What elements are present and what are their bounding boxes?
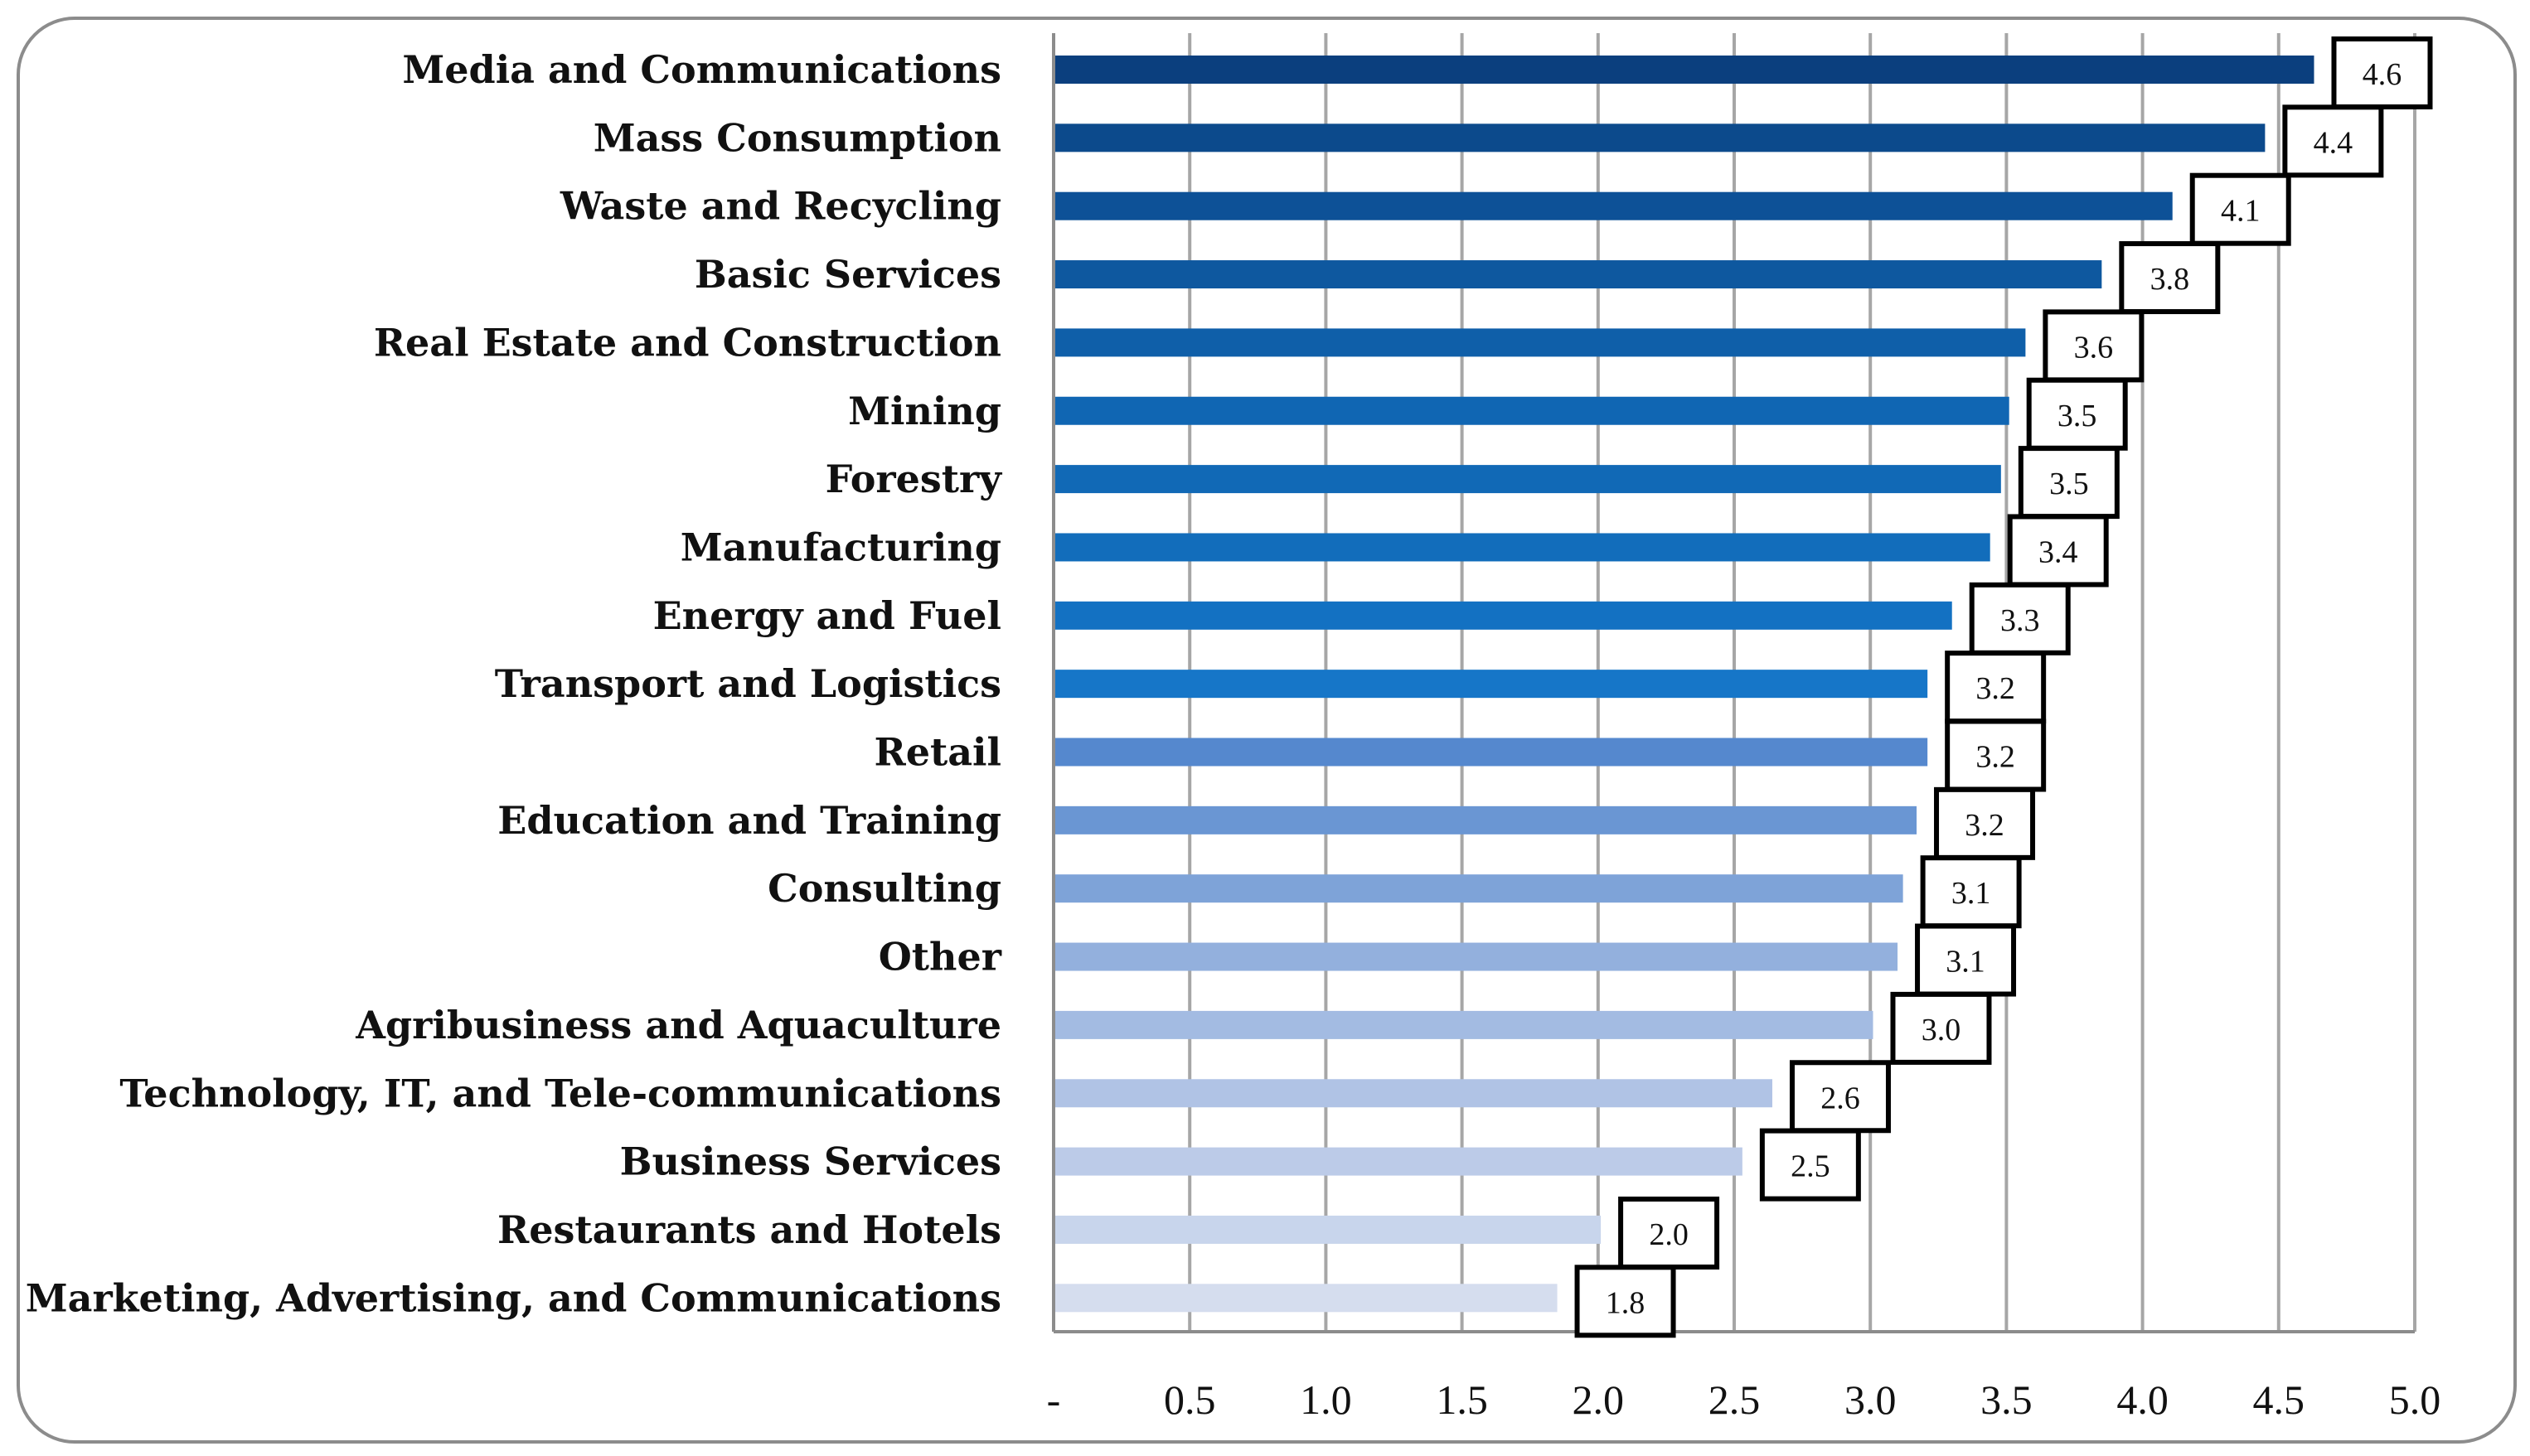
value-label: 3.1 (1951, 876, 1991, 911)
bar (1054, 805, 1917, 834)
value-label: 2.0 (1649, 1217, 1689, 1252)
value-box (2007, 514, 2109, 588)
bar (1054, 56, 2314, 84)
bar (1054, 1010, 1873, 1039)
category-label: Real Estate and Construction (374, 320, 1001, 365)
x-tick-label: 4.5 (2253, 1376, 2305, 1423)
category-label: Mass Consumption (594, 115, 1001, 160)
value-box (1574, 1265, 1676, 1338)
value-label: 3.3 (2000, 603, 2040, 638)
category-label: Mining (848, 389, 1001, 433)
category-label: Retail (875, 730, 1002, 775)
value-box (1759, 1128, 1861, 1202)
value-label: 1.8 (1606, 1285, 1645, 1320)
bar (1054, 1284, 1558, 1313)
value-box (1969, 582, 2071, 655)
category-label: Education and Training (497, 798, 1001, 843)
category-label: Transport and Logistics (495, 661, 1001, 706)
value-label: 3.5 (2057, 399, 2097, 433)
bar (1054, 533, 1990, 562)
value-label: 3.2 (1975, 671, 2015, 706)
value-label: 4.6 (2363, 57, 2402, 92)
category-label: Forestry (826, 457, 1003, 501)
value-label: 4.4 (2314, 125, 2353, 160)
category-label: Basic Services (695, 252, 1001, 297)
category-label: Energy and Fuel (653, 593, 1001, 638)
value-label: 3.1 (1946, 945, 1985, 980)
bars (1054, 56, 2314, 1313)
value-box (1920, 855, 2022, 929)
value-labels: 4.6 4.4 4.1 3.8 3.6 3.5 3.5 3.4 3.3 3.2 3.2 3.2 3.1 3… (1574, 36, 2433, 1338)
value-label: 3.8 (2150, 262, 2190, 297)
value-box (2282, 104, 2384, 178)
value-label: 2.6 (1820, 1081, 1860, 1115)
bar (1054, 396, 2009, 425)
value-label: 3.2 (1965, 808, 2004, 843)
x-tick-label: 3.5 (1980, 1376, 2033, 1423)
bar (1054, 191, 2173, 220)
bar (1054, 1215, 1602, 1244)
value-label: 3.2 (1975, 740, 2015, 775)
value-box (2331, 36, 2433, 109)
value-box (2018, 446, 2120, 520)
category-label: Marketing, Advertising, and Communicatio… (26, 1275, 1001, 1320)
category-labels: Media and Communications Mass Consumption… (26, 47, 1003, 1320)
category-label: Media and Communications (402, 47, 1001, 92)
x-tick-labels: - 0.5 1.0 1.5 2.0 2.5 3.0 3.5 4.0 4.5 5.0 (1047, 1376, 2441, 1423)
value-label: 3.4 (2038, 535, 2078, 569)
bar (1054, 942, 1898, 971)
bar (1054, 1147, 1742, 1176)
bar (1054, 601, 1952, 630)
category-label: Manufacturing (681, 525, 1001, 569)
chart-frame (17, 17, 2517, 1444)
bar (1054, 260, 2102, 289)
bar (1054, 328, 2026, 357)
value-box (1945, 718, 2047, 792)
value-box (1890, 991, 1992, 1065)
bar (1054, 738, 1928, 767)
category-label: Business Services (620, 1139, 1001, 1184)
value-label: 3.6 (2074, 330, 2114, 365)
x-tick-label: - (1047, 1376, 1061, 1423)
value-label: 2.5 (1791, 1149, 1830, 1184)
x-tick-label: 2.5 (1708, 1376, 1761, 1423)
category-label: Agribusiness and Aquaculture (355, 1003, 1001, 1047)
category-label: Restaurants and Hotels (497, 1207, 1001, 1252)
value-label: 3.0 (1922, 1013, 1961, 1047)
x-tick-label: 2.0 (1573, 1376, 1625, 1423)
x-tick-label: 1.5 (1436, 1376, 1488, 1423)
category-label: Waste and Recycling (560, 184, 1001, 229)
x-tick-label: 0.5 (1164, 1376, 1216, 1423)
bar (1054, 465, 2001, 494)
value-box (2189, 172, 2291, 246)
category-label: Other (879, 935, 1002, 980)
x-tick-label: 3.0 (1844, 1376, 1897, 1423)
bar (1054, 670, 1928, 699)
value-box (2119, 241, 2221, 315)
value-label: 3.5 (2049, 467, 2089, 501)
value-box (2026, 377, 2128, 451)
bar (1054, 1079, 1772, 1108)
category-label: Technology, IT, and Tele-communications (119, 1071, 1001, 1115)
x-tick-label: 4.0 (2116, 1376, 2169, 1423)
bar (1054, 123, 2266, 152)
value-box (2043, 309, 2145, 383)
x-tick-label: 1.0 (1300, 1376, 1352, 1423)
category-label: Consulting (768, 866, 1001, 911)
value-label: 4.1 (2221, 194, 2261, 229)
bar (1054, 874, 1903, 903)
x-tick-label: 5.0 (2389, 1376, 2441, 1423)
axes (1052, 33, 2415, 1333)
